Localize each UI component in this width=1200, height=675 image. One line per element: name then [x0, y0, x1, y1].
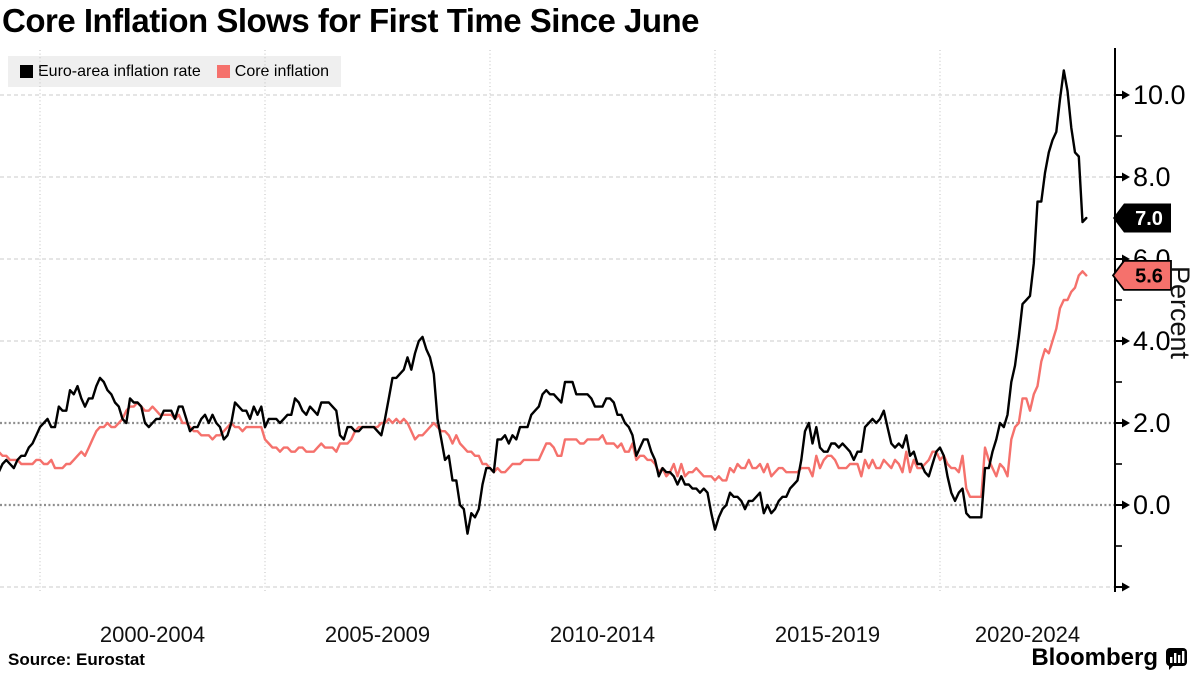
y-axis-tick-arrow-icon [1122, 172, 1130, 182]
legend-item-euro-area: Euro-area inflation rate [20, 63, 201, 81]
y-axis-tick-arrow-icon [1122, 500, 1130, 510]
euro-area-data-label-tag [1113, 203, 1171, 233]
chart-legend: Euro-area inflation rate Core inflation [8, 56, 342, 87]
legend-item-core: Core inflation [216, 62, 330, 81]
legend-item-label: Core inflation [234, 62, 330, 80]
x-axis-label: 2020-2024 [975, 622, 1080, 647]
y-tick-label: 4.0 [1133, 326, 1171, 356]
bloomberg-branding: Bloomberg [1031, 644, 1188, 672]
y-tick-label: 2.0 [1133, 408, 1171, 438]
euro-area-swatch-icon [20, 65, 33, 78]
core-inflation-line [0, 270, 1088, 498]
y-axis-tick-arrow-icon [1122, 418, 1130, 428]
y-axis-tick-arrow-icon [1122, 90, 1130, 100]
x-axis-label: 2015-2019 [775, 622, 880, 647]
y-axis-tick-arrow-icon [1122, 582, 1130, 592]
y-tick-label: 10.0 [1133, 80, 1186, 110]
bloomberg-terminal-icon [1166, 647, 1187, 670]
source-note: Source: Eurostat [8, 650, 145, 669]
x-axis-label: 2010-2014 [550, 622, 655, 647]
page-title: Core Inflation Slows for First Time Sinc… [2, 2, 700, 39]
core-inflation-swatch-icon [216, 65, 230, 78]
core-inflation-data-label-tag [1111, 260, 1172, 291]
y-tick-label: 8.0 [1133, 162, 1171, 192]
data-label-text: 7.0 [1135, 208, 1163, 230]
x-axis-label: 2005-2009 [325, 622, 430, 647]
euro-area-inflation-line [0, 69, 1088, 535]
y-axis-tick-arrow-icon [1122, 336, 1130, 346]
legend-item-label: Euro-area inflation rate [38, 62, 201, 80]
bloomberg-wordmark: Bloomberg [1031, 644, 1158, 671]
y-axis-title: Percent [1165, 266, 1195, 360]
y-tick-label: 0.0 [1133, 490, 1171, 520]
data-label-text: 5.6 [1135, 265, 1163, 287]
x-axis-label: 2000-2004 [100, 622, 205, 647]
